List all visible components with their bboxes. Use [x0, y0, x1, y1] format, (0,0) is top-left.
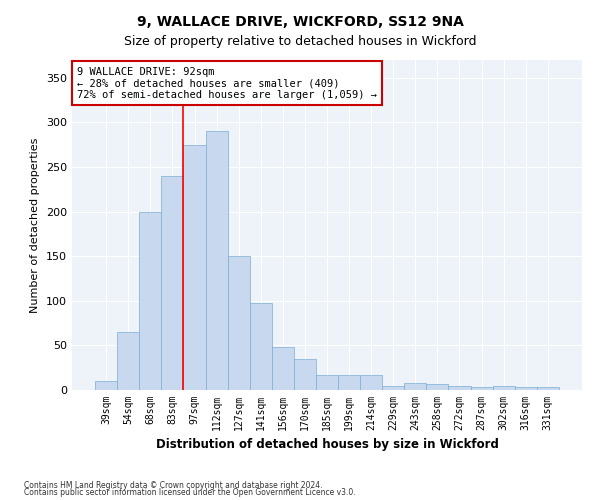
Bar: [470, 388, 493, 390]
Text: 9, WALLACE DRIVE, WICKFORD, SS12 9NA: 9, WALLACE DRIVE, WICKFORD, SS12 9NA: [137, 15, 463, 29]
Bar: [382, 386, 404, 390]
Bar: [272, 347, 294, 390]
Bar: [139, 212, 161, 390]
Bar: [117, 332, 139, 390]
Bar: [448, 386, 470, 390]
Bar: [404, 383, 427, 390]
Text: Contains HM Land Registry data © Crown copyright and database right 2024.: Contains HM Land Registry data © Crown c…: [24, 480, 323, 490]
Bar: [227, 256, 250, 390]
Bar: [161, 176, 184, 390]
Bar: [206, 132, 227, 390]
X-axis label: Distribution of detached houses by size in Wickford: Distribution of detached houses by size …: [155, 438, 499, 452]
Bar: [184, 144, 206, 390]
Bar: [537, 388, 559, 390]
Bar: [316, 375, 338, 390]
Text: Contains public sector information licensed under the Open Government Licence v3: Contains public sector information licen…: [24, 488, 356, 497]
Bar: [427, 384, 448, 390]
Bar: [338, 375, 360, 390]
Bar: [515, 388, 537, 390]
Y-axis label: Number of detached properties: Number of detached properties: [31, 138, 40, 312]
Text: 9 WALLACE DRIVE: 92sqm
← 28% of detached houses are smaller (409)
72% of semi-de: 9 WALLACE DRIVE: 92sqm ← 28% of detached…: [77, 66, 377, 100]
Bar: [250, 304, 272, 390]
Bar: [493, 386, 515, 390]
Bar: [95, 381, 117, 390]
Bar: [294, 359, 316, 390]
Text: Size of property relative to detached houses in Wickford: Size of property relative to detached ho…: [124, 35, 476, 48]
Bar: [360, 375, 382, 390]
